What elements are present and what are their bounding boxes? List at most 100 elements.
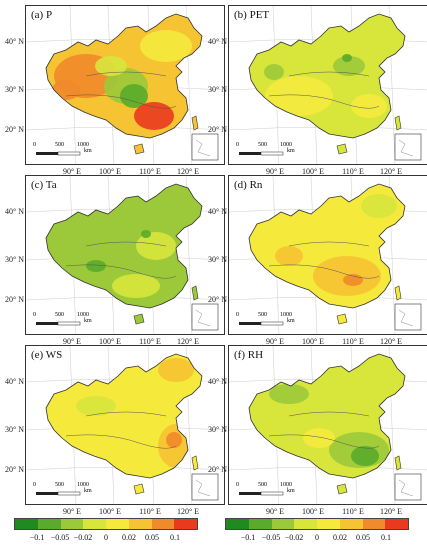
scalebar-tick: 0: [33, 142, 36, 148]
country-outline: [248, 183, 406, 309]
scalebar-tick: 500: [258, 142, 267, 148]
latitude-label: 30° N: [208, 85, 227, 94]
scalebar-unit: km: [84, 488, 92, 494]
latitude-label: 30° N: [5, 85, 24, 94]
colorbar-segment: [174, 519, 197, 529]
anomaly-region: [361, 194, 397, 218]
scalebar-tick: 1000: [280, 142, 292, 148]
scale-bar: [239, 491, 284, 496]
longitude-label: 90° E: [265, 167, 285, 176]
anomaly-region: [269, 384, 309, 404]
anomaly-region: [86, 260, 106, 272]
colorbar-tick-label: 0: [104, 533, 108, 542]
scale-bar: [239, 321, 284, 326]
longitude-label: 110° E: [139, 167, 161, 176]
latitude-label: 20° N: [208, 295, 227, 304]
map-svg: [229, 6, 427, 164]
map-panel: (e) WS 0 500 1000 km 40° N 30° N 20° N 90° E 100…: [5, 345, 225, 516]
longitude-label: 90° E: [62, 337, 82, 346]
longitude-label: 90° E: [265, 507, 285, 516]
latitude-label: 20° N: [5, 295, 24, 304]
map-panel: (d) Rn 0 500 1000 km 40° N 30° N 20° N 90° E 100…: [208, 175, 427, 346]
south-china-sea-inset: [394, 303, 422, 331]
colorbar-right: −0.1 −0.05 −0.02 0 0.02 0.05 0.1: [219, 512, 415, 546]
longitude-label: 100° E: [98, 167, 122, 176]
anomaly-region: [141, 230, 151, 238]
colorbar-left-gradient: [14, 518, 198, 530]
longitude-label: 100° E: [98, 507, 122, 516]
scalebar-tick: 0: [236, 312, 239, 318]
longitude-label: 100° E: [301, 167, 325, 176]
scalebar-tick: 1000: [77, 142, 89, 148]
map-panel: (c) Ta 0 500 1000 km 40° N 30° N 20° N 90° E 100…: [5, 175, 225, 346]
country-outline: [45, 13, 203, 139]
panel-label: (d) Rn: [234, 179, 263, 191]
colorbar-segment: [339, 519, 363, 529]
colorbar-tick-label: −0.1: [240, 533, 256, 542]
anomaly-region: [166, 432, 182, 448]
longitude-label: 100° E: [98, 337, 122, 346]
colorbar-tick-label: −0.02: [284, 533, 304, 542]
colorbar-tick-label: 0.05: [356, 533, 370, 542]
colorbar-segment: [385, 519, 408, 529]
latitude-label: 20° N: [208, 465, 227, 474]
longitude-label: 120° E: [176, 167, 200, 176]
river-lines: [268, 241, 380, 279]
scalebar-tick: 500: [258, 312, 267, 318]
scalebar-tick: 1000: [280, 482, 292, 488]
panel-label: (b) PET: [234, 9, 270, 21]
hainan-island: [336, 313, 348, 325]
colorbar-segment: [317, 519, 340, 529]
colorbar-tick-label: −0.05: [261, 533, 281, 542]
colorbar-segment: [128, 519, 152, 529]
taiwan-island: [394, 455, 402, 471]
colorbar-segment: [37, 519, 61, 529]
longitude-label: 110° E: [342, 507, 364, 516]
colorbar-right-gradient: [225, 518, 409, 530]
south-china-sea-inset: [191, 303, 219, 331]
longitude-label: 90° E: [265, 337, 285, 346]
scalebar-tick: 500: [55, 142, 64, 148]
scale-bar: [36, 491, 81, 496]
anomaly-region: [351, 446, 379, 466]
longitude-label: 90° E: [62, 167, 82, 176]
longitude-label: 90° E: [62, 507, 82, 516]
south-china-sea-inset: [191, 133, 219, 161]
anomaly-region: [95, 56, 127, 76]
country-outline: [45, 353, 203, 479]
taiwan-island: [394, 115, 402, 131]
taiwan-island: [394, 285, 402, 301]
longitude-label: 110° E: [139, 337, 161, 346]
map-svg: [229, 176, 427, 334]
hainan-island: [336, 143, 348, 155]
country-outline: [248, 353, 406, 479]
latitude-label: 30° N: [5, 425, 24, 434]
longitude-label: 120° E: [176, 337, 200, 346]
latitude-label: 40° N: [5, 37, 24, 46]
scale-bar: [36, 151, 81, 156]
anomaly-region: [120, 84, 148, 108]
anomaly-region: [158, 358, 194, 382]
anomaly-region: [134, 102, 174, 130]
panel-label: (c) Ta: [31, 179, 57, 191]
hainan-island: [336, 483, 348, 495]
scalebar-tick: 500: [55, 482, 64, 488]
latitude-label: 30° N: [208, 255, 227, 264]
scalebar-tick: 500: [55, 312, 64, 318]
colorbar-segment: [226, 519, 249, 529]
taiwan-island: [191, 115, 199, 131]
anomaly-region: [303, 428, 335, 448]
latitude-label: 40° N: [208, 207, 227, 216]
anomaly-region: [343, 274, 363, 286]
colorbar-segment: [294, 519, 317, 529]
colorbar-segment: [60, 519, 84, 529]
anomaly-region: [275, 246, 303, 266]
river-lines: [65, 71, 177, 109]
anomaly-region: [140, 30, 192, 62]
scalebar-tick: 500: [258, 482, 267, 488]
latitude-label: 30° N: [208, 425, 227, 434]
colorbar-segment: [362, 519, 386, 529]
scalebar-tick: 1000: [77, 312, 89, 318]
longitude-label: 110° E: [342, 167, 364, 176]
scalebar-tick: 0: [236, 142, 239, 148]
